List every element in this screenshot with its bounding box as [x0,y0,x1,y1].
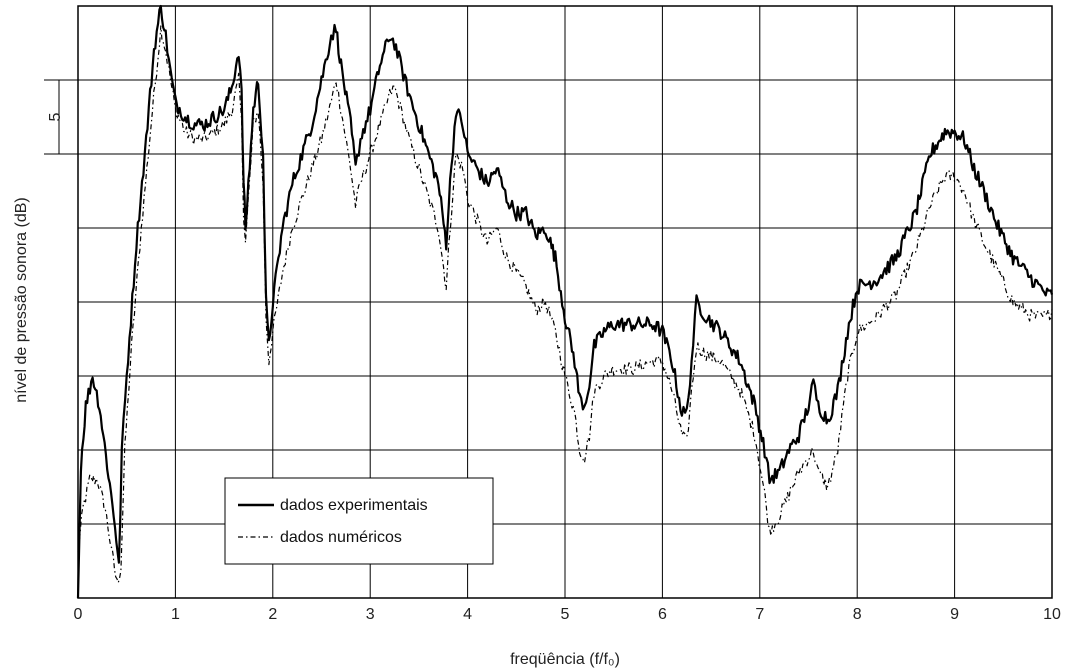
legend-label-experimental: dados experimentais [280,497,428,514]
x-tick-label: 3 [366,606,375,623]
scale-marker-label: 5 [47,112,64,121]
grid [78,6,1052,598]
x-tick-label: 0 [74,606,83,623]
x-tick-label: 4 [463,606,472,623]
x-tick-label: 5 [561,606,570,623]
x-tick-label: 6 [658,606,667,623]
x-tick-label: 9 [950,606,959,623]
x-tick-label: 10 [1043,606,1061,623]
legend-box [224,477,494,565]
legend: dados experimentais dados numéricos [224,477,494,565]
x-tick-label: 1 [171,606,180,623]
series-line-experimental [76,4,1054,599]
scale-marker: 5 [44,79,78,155]
plot-frame [77,5,1053,599]
legend-label-numerical: dados numéricos [280,529,402,546]
x-tick-label: 2 [268,606,277,623]
x-axis-title: freqüência (f/f₀) [510,651,620,668]
x-tick-labels: 0 1 2 3 4 5 6 7 8 9 10 [74,606,1061,623]
x-tick-label: 7 [755,606,764,623]
series-line-numerical [77,25,1053,584]
y-axis-title: nível de pressão sonora (dB) [13,197,30,402]
series-layer [76,4,1054,599]
x-tick-label: 8 [853,606,862,623]
